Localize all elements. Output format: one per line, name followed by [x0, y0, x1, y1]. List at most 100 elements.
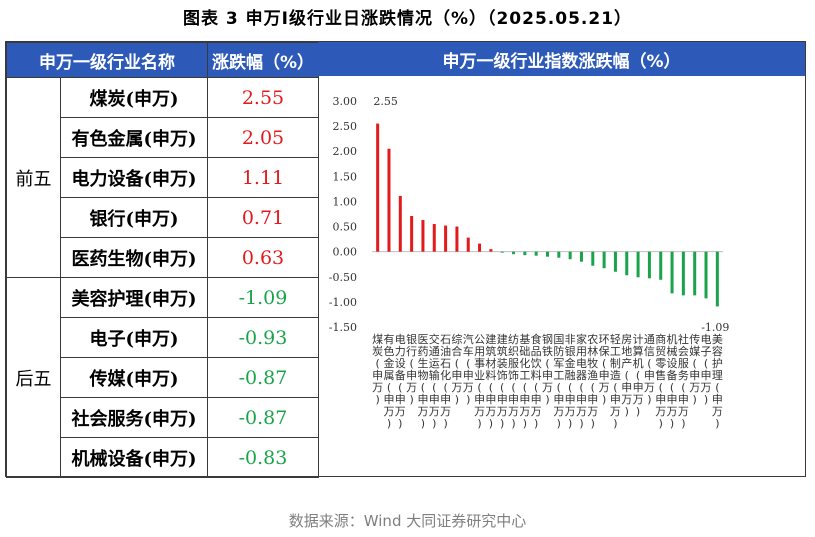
header-industry-name: 申万一级行业名称 [6, 42, 208, 78]
data-source-note: 数据来源：Wind 大同证券研究中心 [288, 512, 527, 530]
change-value-cell: -0.83 [207, 437, 319, 478]
bar [591, 251, 595, 266]
data-label-min: -1.09 [701, 321, 729, 334]
bar [613, 251, 617, 272]
x-tick-label: 环保(申万) [599, 333, 610, 406]
x-tick-label: 综合(申万) [451, 332, 462, 406]
bar-chart: 3.00 2.50 2.00 1.50 1.00 0.50 0.00 -0.50 -1.00 -1… [329, 95, 730, 430]
table-row: 医药生物(申万) 0.63 [7, 237, 319, 278]
bar [704, 251, 708, 299]
x-tick-label: 医药生物(申万) [417, 333, 428, 430]
change-value-cell: 0.63 [207, 237, 319, 278]
bar [546, 251, 549, 257]
x-tick-label: 石油石化(申万) [440, 333, 451, 430]
x-tick-label: 计算机(申万) [633, 333, 644, 418]
bar [534, 251, 538, 256]
x-tick-label: 房地产(申万) [621, 333, 632, 418]
table-row: 前五 煤炭(申万) 2.55 [6, 77, 319, 278]
y-tick-label: 1.50 [333, 170, 358, 183]
header-change-pct: 涨跌幅（%） [207, 42, 319, 78]
x-tick-label: 电力设备(申万) [395, 333, 406, 430]
x-tick-label: 非银金融(申万) [565, 333, 576, 430]
x-tick-label: 钢铁(申万) [542, 333, 553, 406]
bar [568, 251, 572, 260]
x-tick-label: 纺织服饰(申万) [508, 332, 519, 430]
bar [478, 243, 482, 252]
bar [636, 251, 640, 278]
y-tick-label: 0.50 [333, 221, 358, 234]
table-row: 机械设备(申万) -0.83 [7, 437, 319, 478]
change-value-cell: 2.05 [207, 117, 319, 158]
x-tick-label: 通信(申万) [644, 333, 655, 406]
bar [647, 251, 651, 279]
change-value-cell: 1.11 [207, 157, 319, 198]
y-tick-label: 1.00 [333, 195, 358, 208]
bar [398, 195, 402, 252]
industry-name-cell: 煤炭(申万) [60, 77, 208, 118]
bar [444, 225, 448, 252]
industry-name-cell: 社会服务(申万) [60, 397, 208, 438]
x-tick-label: 基础化工(申万) [519, 333, 530, 430]
x-tick-label: 食品饮料(申万) [531, 332, 542, 430]
bar [715, 251, 719, 307]
table-header-row: 申万一级行业名称 涨跌幅（%） [6, 42, 319, 78]
change-value-cell: 2.55 [207, 77, 319, 118]
bar [512, 251, 516, 255]
y-tick-label: -1.00 [329, 296, 357, 309]
chart-title: 申万一级行业指数涨跌幅（%） [318, 42, 805, 76]
bar [670, 251, 674, 294]
industry-name-cell: 美容护理(申万) [60, 277, 208, 318]
x-tick-label: 社会服务(申万) [678, 332, 689, 430]
bar [410, 216, 414, 252]
x-tick-label: 公用事业(申万) [474, 333, 485, 430]
change-value-cell: 0.71 [207, 197, 319, 238]
x-tick-label: 银行(申万) [406, 332, 417, 406]
x-tick-label: 美容护理(申万) [712, 333, 723, 430]
x-tick-label: 传媒(申万) [689, 333, 700, 406]
table-row: 电力设备(申万) 1.11 [7, 157, 319, 198]
x-tick-label: 建筑材料(申万) [485, 332, 496, 430]
bar [557, 251, 561, 258]
change-value-cell: -0.87 [207, 397, 319, 438]
figure-frame [5, 41, 806, 477]
group-label-bottom: 后五 [6, 277, 61, 478]
bar [387, 148, 391, 252]
industry-name-cell: 电子(申万) [60, 317, 208, 358]
industry-name-cell: 医药生物(申万) [60, 237, 208, 278]
x-tick-label: 农林牧渔(申万) [587, 332, 598, 430]
table-row: 后五 美容护理(申万) -1.09 [6, 277, 319, 478]
change-value-cell: -1.09 [207, 277, 319, 318]
industry-name-cell: 银行(申万) [60, 197, 208, 238]
change-value-cell: -0.87 [207, 357, 319, 398]
bar [523, 251, 527, 256]
industry-name-cell: 有色金属(申万) [60, 117, 208, 158]
bar [681, 251, 685, 296]
bar [455, 226, 459, 252]
industry-name-cell: 电力设备(申万) [60, 157, 208, 198]
bar [659, 251, 663, 280]
y-tick-label: 0.00 [333, 246, 358, 259]
x-tick-label: 机械设备(申万) [667, 332, 678, 430]
change-value-cell: -0.93 [207, 317, 319, 358]
y-tick-label: 2.50 [333, 120, 358, 133]
bar [466, 237, 470, 252]
x-tick-label: 商贸零售(申万) [655, 332, 666, 430]
ranking-table: 申万一级行业名称 涨跌幅（%） 前五 煤炭(申万) 2.55 有色金属(申万) … [6, 42, 319, 478]
bar [693, 251, 697, 296]
bar [432, 224, 436, 252]
figure-title: 图表 3 申万Ⅰ级行业日涨跌情况（%）（2025.05.21） [182, 9, 633, 29]
bar [376, 123, 380, 252]
y-tick-label: 2.00 [333, 145, 358, 158]
bar [602, 251, 606, 269]
y-tick-label: -0.50 [329, 271, 357, 284]
x-tick-label: 建筑装饰(申万) [497, 332, 508, 430]
x-tick-label: 轻工制造(申万) [610, 332, 621, 430]
table-row: 社会服务(申万) -0.87 [7, 397, 319, 438]
group-label-top: 前五 [6, 77, 61, 278]
x-tick-label: 交通运输(申万) [429, 332, 440, 430]
x-tick-label: 煤炭(申万) [372, 333, 383, 406]
table-row: 电子(申万) -0.93 [7, 317, 319, 358]
bar [500, 251, 504, 253]
x-tick-label: 汽车(申万) [463, 332, 474, 406]
industry-name-cell: 传媒(申万) [60, 357, 208, 398]
